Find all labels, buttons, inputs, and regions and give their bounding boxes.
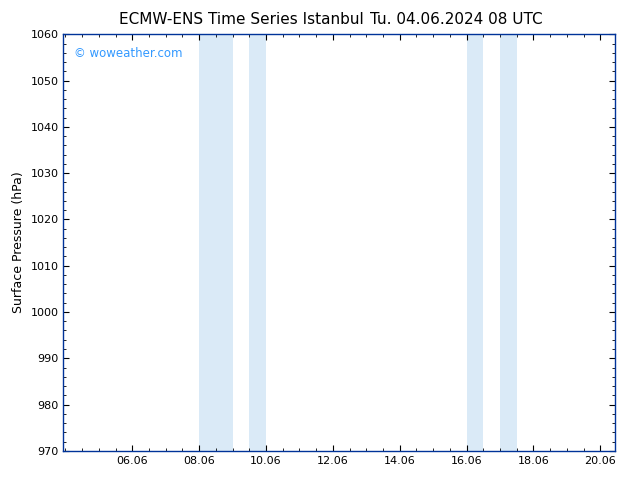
Bar (467, 34, 483, 451)
Y-axis label: Surface Pressure (hPa): Surface Pressure (hPa) (12, 172, 25, 314)
Text: ECMW-ENS Time Series Istanbul: ECMW-ENS Time Series Istanbul (119, 12, 363, 27)
Bar (500, 34, 517, 451)
Bar (249, 34, 266, 451)
Text: © woweather.com: © woweather.com (74, 47, 183, 60)
Text: Tu. 04.06.2024 08 UTC: Tu. 04.06.2024 08 UTC (370, 12, 543, 27)
Bar (199, 34, 233, 451)
